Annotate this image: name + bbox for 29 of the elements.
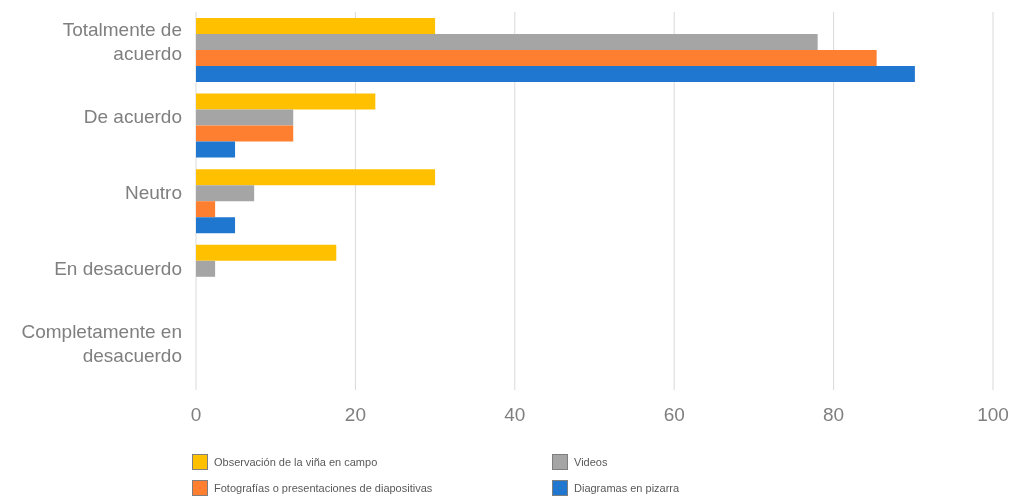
bar: [196, 93, 376, 110]
bar: [196, 50, 877, 66]
bar: [196, 244, 337, 261]
bar: [196, 66, 915, 82]
x-tick-label: 100: [977, 404, 1009, 426]
y-tick-label: De acuerdo: [83, 106, 182, 128]
legend-label: Fotografías o presentaciones de diapositivas: [213, 481, 434, 496]
y-tick-label: En desacuerdo: [54, 257, 182, 279]
x-tick-label: 60: [663, 404, 685, 426]
bar: [196, 125, 294, 142]
legend-label: Diagramas en pizarra: [573, 481, 681, 496]
y-tick-label: Totalmente de acuerdo: [62, 18, 182, 64]
bar: [196, 18, 436, 34]
x-tick-label: 20: [344, 404, 366, 426]
y-tick-label: Completamente en desacuerdo: [21, 321, 182, 367]
bar: [196, 185, 255, 202]
x-tick-label: 0: [190, 404, 202, 426]
bar: [196, 201, 216, 218]
bar: [196, 169, 436, 186]
bar: [196, 260, 216, 277]
bar: [196, 141, 236, 158]
bar: [196, 109, 294, 126]
legend-label: Videos: [573, 455, 609, 470]
x-tick-label: 40: [504, 404, 526, 426]
bar: [196, 217, 236, 234]
x-tick-label: 80: [823, 404, 845, 426]
y-tick-label: Neutro: [124, 182, 182, 203]
bar: [196, 34, 818, 50]
legend-label: Observación de la viña en campo: [213, 455, 379, 470]
